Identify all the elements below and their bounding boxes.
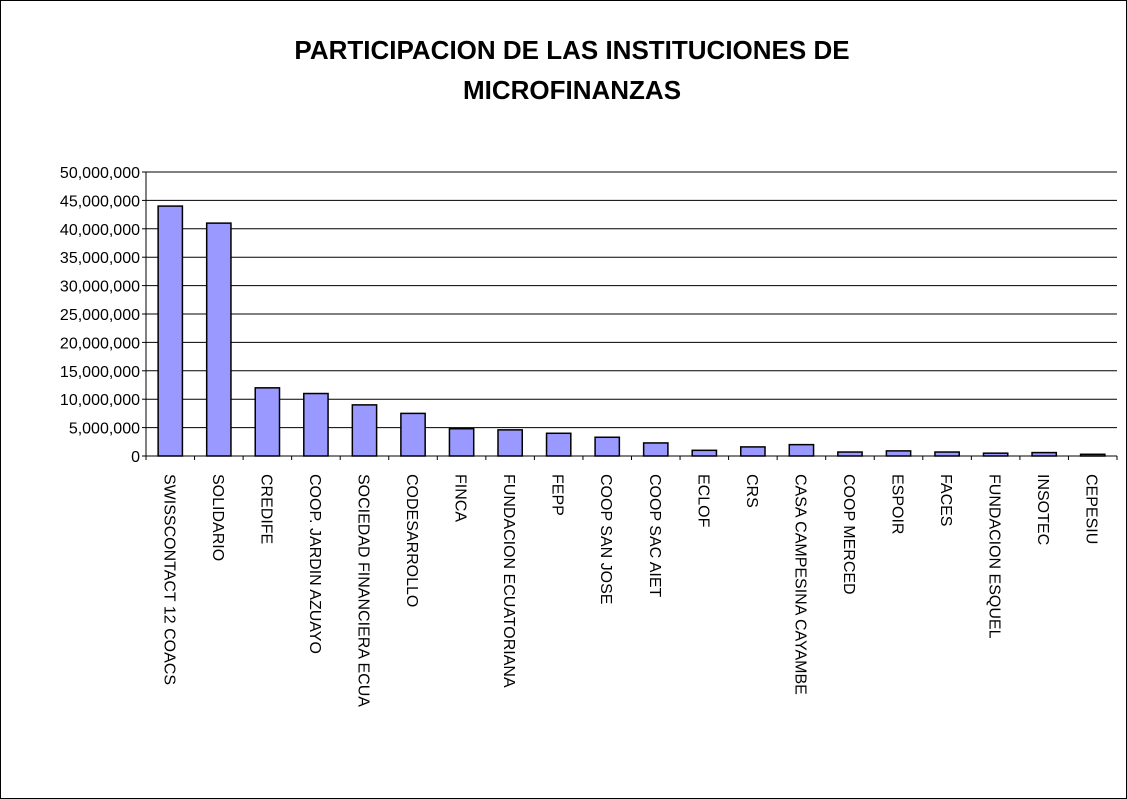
y-tick-label: 5,000,000 [69,421,140,438]
x-tick-label: FEPP [549,474,566,516]
bar [400,412,426,457]
bar [934,451,960,457]
x-tick-label: CRS [743,474,760,508]
bar [642,442,669,457]
x-tick-label: FINCA [452,474,469,522]
x-tick-label: CASA CAMPESINA CAYAMBE [791,474,808,695]
bar [1079,453,1106,457]
y-tick-label: 35,000,000 [60,250,140,267]
bar [594,436,621,457]
x-tick-label: CREDIFE [257,474,274,544]
y-tick-label: 10,000,000 [60,392,140,409]
bar [788,443,815,457]
x-tick-label: CEPESIU [1083,474,1100,544]
bar [205,222,232,457]
bar [157,205,184,457]
x-tick-label: SOLIDARIO [209,474,226,561]
bar [351,404,378,457]
bar [885,450,912,457]
y-tick-label: 15,000,000 [60,364,140,381]
x-tick-label: FACES [937,474,954,526]
y-tick-label: 45,000,000 [60,193,140,210]
y-tick-label: 0 [131,449,140,466]
x-tick-label: COOP. JARDIN AZUAYO [306,474,323,654]
bar [448,427,475,457]
bar [837,451,863,457]
bar [1031,451,1058,457]
bar [303,392,329,457]
x-tick-label: COOP SAC AIET [646,474,663,598]
y-tick-label: 50,000,000 [60,165,140,182]
y-tick-label: 20,000,000 [60,335,140,352]
x-tick-label: FUNDACION ESQUEL [986,474,1003,639]
x-tick-label: SWISSCONTACT 12 COACS [160,474,177,685]
x-tick-label: ECLOF [694,474,711,528]
x-tick-label: COOP MERCED [840,474,857,595]
y-tick-label: 30,000,000 [60,279,140,296]
y-tick-label: 25,000,000 [60,307,140,324]
x-tick-label: ESPOIR [889,474,906,534]
y-tick-label: 40,000,000 [60,222,140,239]
bar [545,432,572,457]
x-tick-label: FUNDACION ECUATORIANA [500,474,517,688]
bar [497,429,524,457]
bar [254,387,281,457]
bar [739,446,766,457]
bar [691,449,718,457]
x-tick-label: CODESARROLLO [403,474,420,607]
x-tick-label: SOCIEDAD FINANCIERA ECUA [354,474,371,707]
x-tick-label: INSOTEC [1034,474,1051,545]
x-tick-label: COOP SAN JOSE [597,474,614,604]
bar [982,452,1009,457]
chart-title: PARTICIPACION DE LAS INSTITUCIONES DE MI… [294,35,850,105]
